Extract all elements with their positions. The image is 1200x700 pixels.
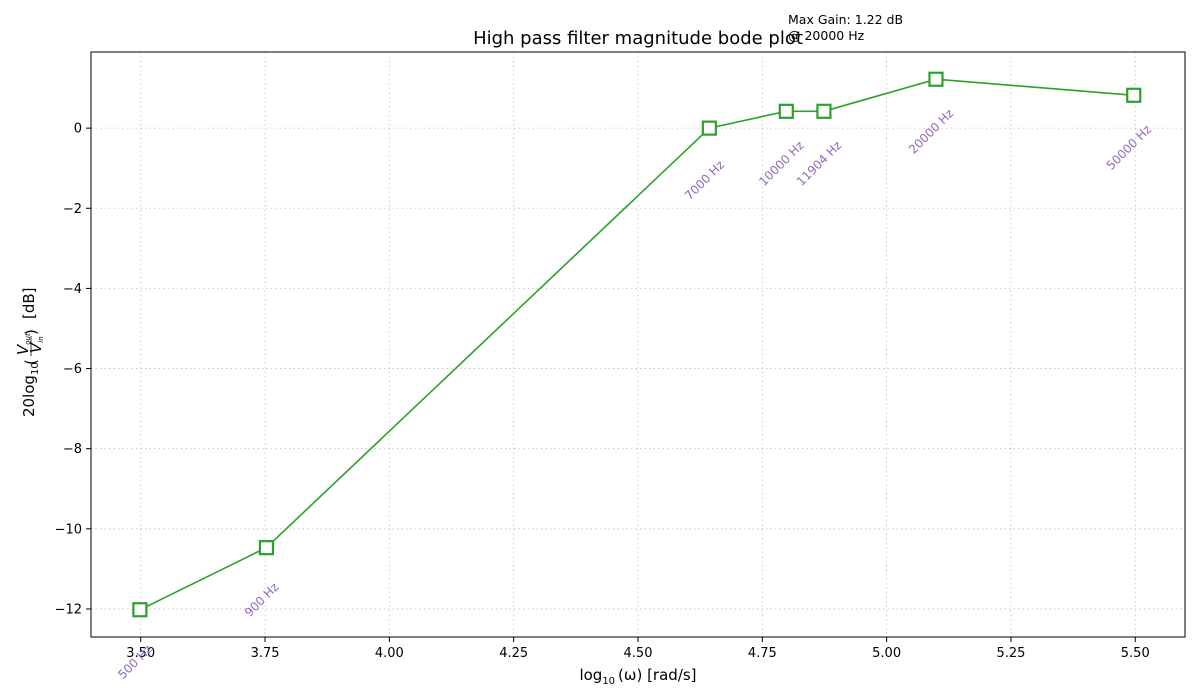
data-point-marker [928,71,944,87]
point-frequency-label: 20000 Hz [906,106,956,156]
y-tick-label: −2 [63,202,82,217]
data-point-marker [132,602,148,618]
x-tick-label: 4.75 [748,646,777,661]
svg-text:20log10: 20log10 [20,362,41,417]
y-tick-label: −10 [55,522,82,537]
y-tick-label: 0 [74,122,82,137]
y-tick-label: −4 [63,282,82,297]
series-line [139,78,1134,611]
point-frequency-label: 7000 Hz [682,158,727,203]
svg-text:[dB]: [dB] [20,287,38,319]
svg-text:(: ( [22,359,40,365]
max-gain-annotation-line1: Max Gain: 1.22 dB [788,12,903,27]
point-frequency-label: 50000 Hz [1104,122,1154,172]
y-tick-label: −6 [63,362,82,377]
x-tick-label: 5.25 [996,646,1025,661]
data-point-marker [778,103,794,119]
y-axis-ticks: −12 −10 −8 −6 −4 −2 0 [55,122,91,617]
data-point-marker [701,120,717,136]
data-point-marker [816,103,832,119]
x-tick-label: 3.75 [251,646,280,661]
chart-title: High pass filter magnitude bode plot [473,28,803,49]
point-frequency-label: 900 Hz [242,580,282,620]
y-tick-label: −8 [63,442,82,457]
x-tick-label: 3.50 [126,646,155,661]
x-tick-label: 5.00 [872,646,901,661]
x-tick-label: 4.50 [624,646,653,661]
x-tick-label: 4.25 [499,646,528,661]
y-tick-label: −12 [55,602,82,617]
grid [91,52,1185,637]
data-point-marker [258,540,275,556]
max-gain-annotation-line2: @ 20000 Hz [788,28,865,43]
x-tick-label: 4.00 [375,646,404,661]
svg-text:Vout: Vout [14,333,32,355]
svg-text:): ) [22,329,40,335]
data-markers [132,71,1142,618]
data-point-marker [1126,87,1142,103]
y-axis-title: 20log10 ( Vout Vin ) [dB] [14,287,45,417]
x-tick-label: 5.50 [1121,646,1150,661]
x-axis-ticks: 3.50 3.75 4.00 4.25 4.50 4.75 5.00 5.25 5.50 [126,637,1150,661]
x-axis-title: log10 (ω) [rad/s] [579,666,696,687]
svg-text:Vin: Vin [27,336,45,353]
